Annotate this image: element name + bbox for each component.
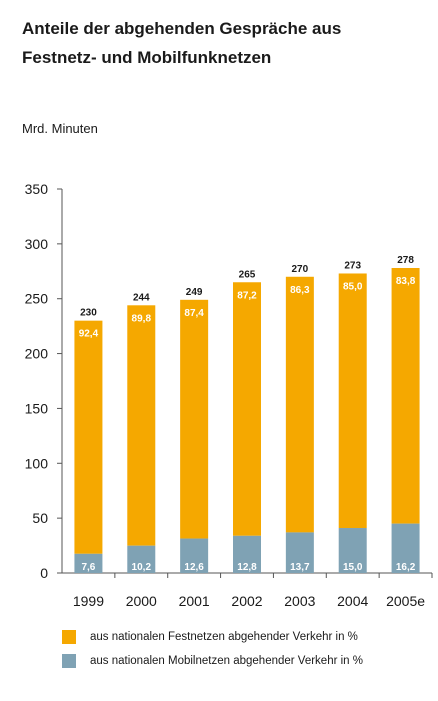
label-mobil-1999: 7,6 xyxy=(81,562,95,573)
bar-festnetz-2002 xyxy=(233,282,261,536)
bar-mobil-2005e xyxy=(391,523,420,573)
label-total-2003: 270 xyxy=(292,264,309,275)
bar-mobil-2004 xyxy=(338,528,367,573)
bar-mobil-2003 xyxy=(285,532,314,573)
label-mobil-2000: 10,2 xyxy=(132,562,152,573)
y-tick-label-100: 100 xyxy=(25,455,49,471)
x-tick-label-2004: 2004 xyxy=(337,593,368,609)
bar-festnetz-2001 xyxy=(180,299,209,539)
label-total-2004: 273 xyxy=(344,260,361,271)
label-total-1999: 230 xyxy=(80,308,97,319)
bar-mobil-1999 xyxy=(74,553,103,573)
legend-item-festnetz: aus nationalen Festnetzen abgehender Ver… xyxy=(62,630,363,644)
label-mobil-2002: 12,8 xyxy=(237,562,257,573)
x-tick-label-2002: 2002 xyxy=(231,593,262,609)
y-tick-label-150: 150 xyxy=(25,400,49,416)
label-mobil-2005e: 16,2 xyxy=(396,562,416,573)
label-total-2005e: 278 xyxy=(397,255,414,266)
label-festnetz-2005e: 83,8 xyxy=(396,276,416,287)
bar-festnetz-1999 xyxy=(74,320,103,554)
label-total-2001: 249 xyxy=(186,287,203,298)
legend-label-mobil: aus nationalen Mobilnetzen abgehender Ve… xyxy=(90,655,363,667)
bar-mobil-2000 xyxy=(127,545,156,573)
y-tick-label-300: 300 xyxy=(25,236,49,252)
label-total-2002: 265 xyxy=(239,269,256,280)
legend-item-mobil: aus nationalen Mobilnetzen abgehender Ve… xyxy=(62,654,363,668)
legend-swatch-mobil xyxy=(62,654,76,668)
x-tick-label-2003: 2003 xyxy=(284,593,315,609)
legend-swatch-festnetz xyxy=(62,630,76,644)
y-tick-label-200: 200 xyxy=(25,346,49,362)
label-festnetz-2004: 85,0 xyxy=(343,281,363,292)
label-mobil-2004: 15,0 xyxy=(343,562,363,573)
x-tick-label-1999: 1999 xyxy=(73,593,104,609)
y-tick-label-350: 350 xyxy=(25,181,49,197)
label-festnetz-2001: 87,4 xyxy=(184,308,204,319)
legend-label-festnetz: aus nationalen Festnetzen abgehender Ver… xyxy=(90,631,358,643)
label-mobil-2001: 12,6 xyxy=(184,562,204,573)
x-tick-label-2001: 2001 xyxy=(179,593,210,609)
label-mobil-2003: 13,7 xyxy=(290,562,310,573)
y-tick-label-0: 0 xyxy=(40,565,48,581)
chart-title: Anteile der abgehenden Gespräche aus Fes… xyxy=(22,14,422,72)
label-festnetz-2000: 89,8 xyxy=(132,313,152,324)
legend: aus nationalen Festnetzen abgehender Ver… xyxy=(62,630,363,678)
bar-festnetz-2003 xyxy=(285,276,314,533)
label-festnetz-2002: 87,2 xyxy=(237,290,257,301)
x-tick-label-2005e: 2005e xyxy=(386,593,425,609)
y-axis-unit-label: Mrd. Minuten xyxy=(22,121,98,136)
label-festnetz-2003: 86,3 xyxy=(290,285,310,296)
chart-title-line-1: Anteile der abgehenden Gespräche aus xyxy=(22,19,342,38)
bar-mobil-2001 xyxy=(180,538,209,573)
bar-festnetz-2004 xyxy=(338,273,367,529)
label-total-2000: 244 xyxy=(133,292,150,303)
label-festnetz-1999: 92,4 xyxy=(79,329,99,340)
bar-festnetz-2005e xyxy=(391,267,420,524)
y-tick-label-250: 250 xyxy=(25,291,49,307)
x-tick-label-2000: 2000 xyxy=(126,593,157,609)
chart-title-line-2: Festnetz- und Mobilfunknetzen xyxy=(22,48,272,67)
bar-mobil-2002 xyxy=(233,535,261,573)
y-tick-label-50: 50 xyxy=(32,510,48,526)
bar-festnetz-2000 xyxy=(127,305,156,546)
